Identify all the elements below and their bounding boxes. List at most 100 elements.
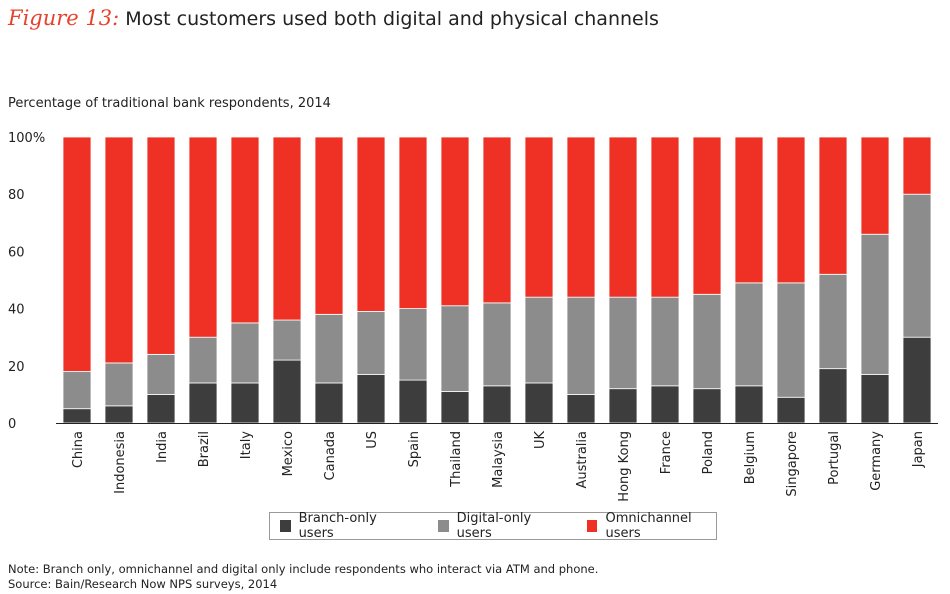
bar-branch	[230, 382, 260, 424]
legend: Branch-only users Digital-only users Omn…	[269, 511, 717, 541]
legend-label-branch: Branch-only users	[298, 511, 377, 541]
x-tick-label: Italy	[239, 431, 254, 460]
bar-digital	[902, 193, 932, 338]
y-tick-label: 60	[8, 245, 25, 260]
bar-digital	[230, 322, 260, 384]
bar-digital	[818, 273, 848, 370]
x-tick-label: Brazil	[197, 431, 212, 467]
x-tick-label: Australia	[575, 431, 590, 489]
bar-digital	[524, 296, 554, 384]
source-text: Source: Bain/Research Now NPS surveys, 2…	[8, 577, 278, 591]
legend-item-omni: Omnichannel users	[586, 511, 716, 541]
footnote: Note: Branch only, omnichannel and digit…	[8, 562, 598, 592]
x-tick-label: Indonesia	[113, 431, 128, 494]
legend-swatch-branch	[280, 520, 291, 532]
legend-item-branch: Branch-only users	[280, 511, 402, 541]
bar-branch	[734, 385, 764, 424]
x-tick-label: Belgium	[743, 431, 758, 484]
bar-branch	[146, 393, 176, 424]
bar-branch	[356, 373, 386, 424]
bar-branch	[272, 359, 302, 424]
bar-digital	[776, 282, 806, 398]
bar-digital	[734, 282, 764, 387]
bar-omni	[272, 136, 302, 321]
note-text: Note: Branch only, omnichannel and digit…	[8, 562, 599, 576]
y-tick-label: 0	[8, 417, 16, 432]
bar-omni	[608, 136, 638, 298]
bar-omni	[188, 136, 218, 338]
y-axis-description: Percentage of traditional bank responden…	[8, 96, 331, 111]
bar-omni	[902, 136, 932, 195]
bar-branch	[608, 388, 638, 424]
x-tick-label: India	[155, 431, 170, 463]
bar-omni	[566, 136, 596, 298]
bar-digital	[482, 302, 512, 387]
x-tick-label: Singapore	[785, 431, 800, 497]
bar-branch	[62, 408, 92, 424]
bar-digital	[566, 296, 596, 395]
bar-omni	[440, 136, 470, 307]
x-tick-label: Mexico	[281, 431, 296, 476]
bar-omni	[356, 136, 386, 312]
bar-digital	[146, 353, 176, 395]
bar-branch	[188, 382, 218, 424]
legend-swatch-omni	[586, 520, 598, 532]
legend-label-omni: Omnichannel users	[605, 511, 692, 541]
bar-digital	[650, 296, 680, 387]
bar-digital	[188, 336, 218, 384]
x-tick-label: France	[659, 431, 674, 474]
bar-omni	[314, 136, 344, 315]
bar-omni	[230, 136, 260, 324]
bar-branch	[314, 382, 344, 424]
bar-omni	[104, 136, 134, 364]
chart-title: Figure 13: Most customers used both digi…	[8, 6, 659, 30]
x-tick-label: Japan	[911, 431, 926, 468]
bar-branch	[692, 388, 722, 424]
y-tick-label: 40	[8, 303, 25, 318]
legend-label-digital: Digital-only users	[456, 511, 532, 541]
x-tick-label: Portugal	[827, 431, 842, 485]
bar-omni	[818, 136, 848, 275]
bar-branch	[398, 379, 428, 424]
bar-omni	[62, 136, 92, 372]
bar-branch	[104, 405, 134, 424]
bar-digital	[62, 371, 92, 410]
bar-branch	[440, 391, 470, 424]
bar-branch	[776, 396, 806, 424]
bar-omni	[860, 136, 890, 235]
bar-digital	[272, 319, 302, 361]
bar-digital	[314, 313, 344, 384]
x-tick-label: Spain	[407, 431, 422, 467]
bar-branch	[566, 393, 596, 424]
bar-omni	[734, 136, 764, 284]
bar-digital	[440, 305, 470, 392]
bar-omni	[482, 136, 512, 304]
bar-digital	[398, 308, 428, 381]
bar-branch	[902, 336, 932, 424]
figure-label: Figure 13:	[8, 6, 120, 30]
x-tick-label: Germany	[869, 431, 884, 491]
bar-branch	[524, 382, 554, 424]
title-text: Most customers used both digital and phy…	[125, 8, 659, 30]
legend-swatch-digital	[438, 520, 449, 532]
stacked-bar-chart: 0 20 40 60 80 100% China Indonesia India Brazil It…	[8, 131, 938, 502]
bar-branch	[860, 373, 890, 424]
bar-branch	[818, 368, 848, 424]
y-tick-label: 100%	[8, 131, 45, 146]
bar-branch	[650, 385, 680, 424]
bar-omni	[776, 136, 806, 284]
bar-digital	[104, 362, 134, 407]
bar-digital	[356, 311, 386, 375]
x-tick-label: Poland	[701, 431, 716, 474]
bar-digital	[608, 296, 638, 390]
bar-omni	[692, 136, 722, 295]
bar-digital	[860, 233, 890, 375]
legend-item-digital: Digital-only users	[438, 511, 557, 541]
y-tick-label: 80	[8, 188, 25, 203]
x-tick-label: US	[365, 431, 380, 449]
y-tick-label: 20	[8, 360, 25, 375]
x-tick-label: UK	[533, 431, 548, 450]
bar-branch	[482, 385, 512, 424]
bar-omni	[398, 136, 428, 310]
bar-omni	[524, 136, 554, 298]
